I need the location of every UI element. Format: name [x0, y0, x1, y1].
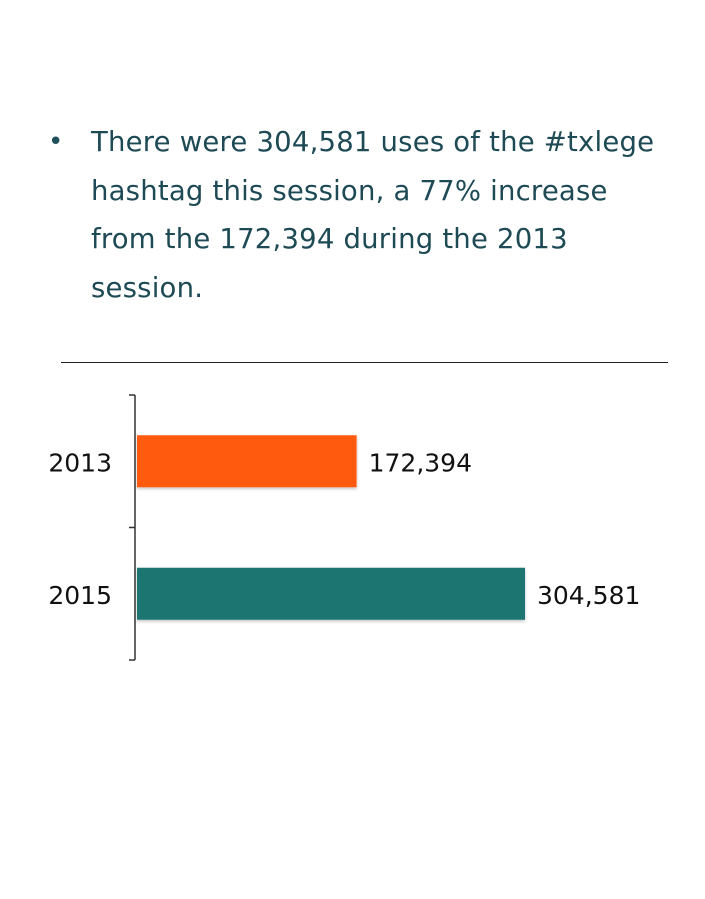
bar-2015: [137, 567, 525, 620]
y-axis: [129, 394, 136, 661]
bullet-dot: •: [48, 127, 64, 157]
bar-chart: 2013 172,394 2015 304,581: [48, 394, 640, 661]
value-label-2015: 304,581: [537, 581, 640, 610]
labels: 2013 172,394 2015 304,581: [48, 448, 640, 610]
bullet-line: from the 172,394 during the 2013: [91, 223, 568, 255]
category-label-2013: 2013: [48, 448, 112, 477]
bullet-line: hashtag this session, a 77% increase: [91, 174, 608, 207]
value-label-2013: 172,394: [369, 448, 472, 477]
section-divider: [61, 362, 668, 363]
bars: [137, 435, 525, 620]
bar-2013: [137, 435, 357, 488]
bullet-line: There were 304,581 uses of the #txlege: [91, 126, 655, 158]
category-label-2015: 2015: [48, 581, 112, 610]
bullet-line: session.: [91, 271, 204, 304]
bullet-text: There were 304,581 uses of the #txlege h…: [91, 118, 701, 312]
